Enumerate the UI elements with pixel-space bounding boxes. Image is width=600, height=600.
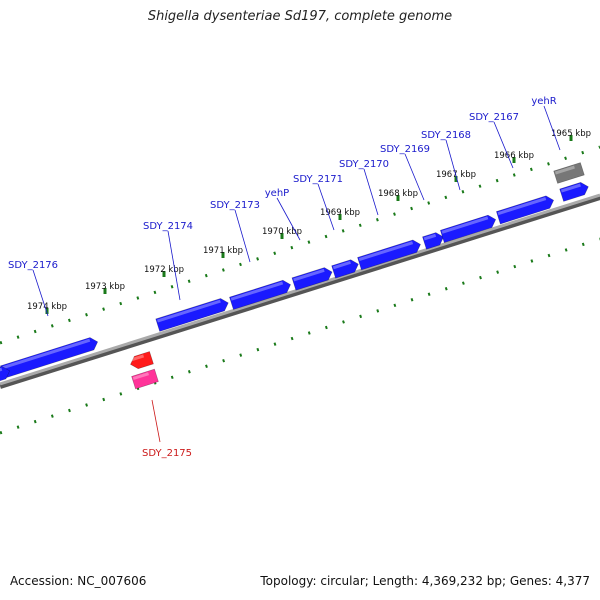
label-leader-line <box>445 139 461 191</box>
gene-arrow[interactable] <box>331 258 361 279</box>
scale-label: 1972 kbp <box>144 265 184 275</box>
gene-arrow[interactable] <box>229 278 292 310</box>
genome-summary-text: Topology: circular; Length: 4,369,232 bp… <box>260 574 590 588</box>
gene-arrow[interactable] <box>559 181 591 202</box>
gene-label[interactable]: SDY_2176 <box>8 260 58 271</box>
gene-arrow[interactable] <box>155 297 230 332</box>
gene-label[interactable]: SDY_2175 <box>142 448 192 459</box>
gene-label[interactable]: SDY_2167 <box>469 112 519 123</box>
gene-arrow[interactable] <box>291 266 334 291</box>
gene-arrow[interactable] <box>439 213 497 244</box>
inner-tick-track <box>0 237 600 435</box>
gene-label[interactable]: SDY_2173 <box>210 200 260 211</box>
gene-label[interactable]: yehR <box>531 96 556 107</box>
gene-label[interactable]: yehP <box>265 188 289 199</box>
label-leader-line <box>151 399 161 443</box>
feature-layer <box>0 162 591 390</box>
label-leader-line <box>543 105 561 151</box>
label-leader-line <box>317 183 335 231</box>
map-title: Shigella dysenteriae Sd197, complete gen… <box>147 9 453 24</box>
gene-arrow[interactable] <box>422 231 446 250</box>
label-leader-line <box>404 153 425 201</box>
label-layer: 1974 kbp 1973 kbp 1972 kbp 1971 kbp 1970 kbp… <box>8 96 591 459</box>
gene-arrow[interactable] <box>496 194 555 225</box>
scale-label: 1970 kbp <box>262 227 302 237</box>
scale-label: 1965 kbp <box>551 129 591 139</box>
gene-label[interactable]: SDY_2168 <box>421 130 471 141</box>
scale-label: 1973 kbp <box>85 282 125 292</box>
scale-label: 1968 kbp <box>378 189 418 199</box>
scale-label: 1969 kbp <box>320 208 360 218</box>
pink-feature[interactable] <box>131 368 159 390</box>
gene-arrow[interactable] <box>357 238 423 271</box>
backbone <box>0 193 600 386</box>
accession-text: Accession: NC_007606 <box>10 574 147 588</box>
label-leader-line <box>234 209 251 263</box>
gene-label[interactable]: SDY_2171 <box>293 174 343 185</box>
reverse-gene-arrow[interactable] <box>129 351 154 370</box>
gene-label[interactable]: SDY_2174 <box>143 221 193 232</box>
backbone-shadow <box>0 194 600 389</box>
label-leader-line <box>167 230 181 301</box>
scale-label: 1966 kbp <box>494 151 534 161</box>
label-leader-line <box>363 168 379 216</box>
gene-label[interactable]: SDY_2170 <box>339 159 389 170</box>
label-leader-line <box>276 197 301 241</box>
label-leader-line <box>32 269 49 317</box>
gene-label[interactable]: SDY_2169 <box>380 144 430 155</box>
gene-arrow[interactable] <box>0 365 12 382</box>
gray-feature[interactable] <box>553 162 585 184</box>
label-leader-line <box>493 121 514 169</box>
scale-label: 1971 kbp <box>203 246 243 256</box>
scale-label: 1974 kbp <box>27 302 67 312</box>
